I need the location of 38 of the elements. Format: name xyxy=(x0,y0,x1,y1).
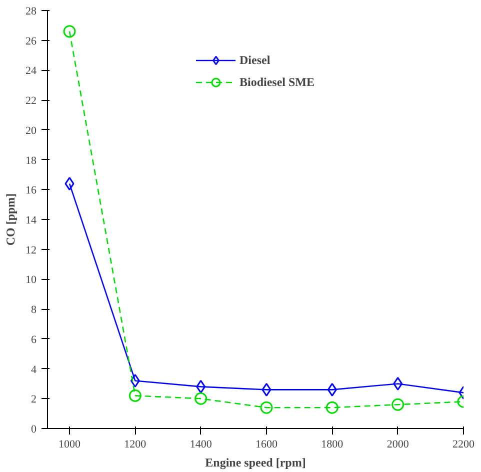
x-tick-label: 1600 xyxy=(256,438,278,450)
y-axis-title: CO [ppm] xyxy=(4,193,18,246)
y-tick-label: 14 xyxy=(26,214,37,226)
y-tick-label: 10 xyxy=(26,274,37,286)
x-axis-title: Engine speed [rpm] xyxy=(205,456,306,470)
point xyxy=(326,401,338,414)
x-tick-label: 2200 xyxy=(452,438,475,450)
y-tick-label: 12 xyxy=(26,244,36,256)
y-tick-label: 2 xyxy=(31,394,36,406)
y-tick-label: 16 xyxy=(26,184,37,197)
y-tick-label: 8 xyxy=(31,304,37,316)
legend-label: Biodiesel SME xyxy=(239,74,315,90)
x-tick-label: 1400 xyxy=(190,438,212,450)
point xyxy=(327,382,337,396)
point xyxy=(196,380,206,394)
x-tick-label: 1200 xyxy=(124,438,147,450)
point xyxy=(393,376,403,390)
point xyxy=(194,392,208,405)
x-tick-label: 1000 xyxy=(58,438,81,450)
y-tick-label: 6 xyxy=(31,334,37,346)
point xyxy=(260,401,273,414)
point xyxy=(63,25,76,38)
y-tick-label: 0 xyxy=(31,424,37,436)
point xyxy=(128,389,142,402)
y-tick-label: 24 xyxy=(26,65,37,78)
x-tick-label: 1800 xyxy=(321,438,344,450)
point xyxy=(130,374,140,388)
y-tick-label: 28 xyxy=(26,6,37,18)
y-tick-label: 4 xyxy=(31,364,37,376)
y-tick-label: 22 xyxy=(26,95,36,108)
y-tick-label: 18 xyxy=(26,154,37,167)
x-tick-label: 2000 xyxy=(386,438,410,450)
legend-label: Diesel xyxy=(239,52,270,68)
point xyxy=(262,382,272,396)
y-tick-label: 20 xyxy=(26,124,37,137)
point xyxy=(64,176,74,190)
point xyxy=(392,398,404,411)
y-tick-label: 26 xyxy=(26,35,37,48)
